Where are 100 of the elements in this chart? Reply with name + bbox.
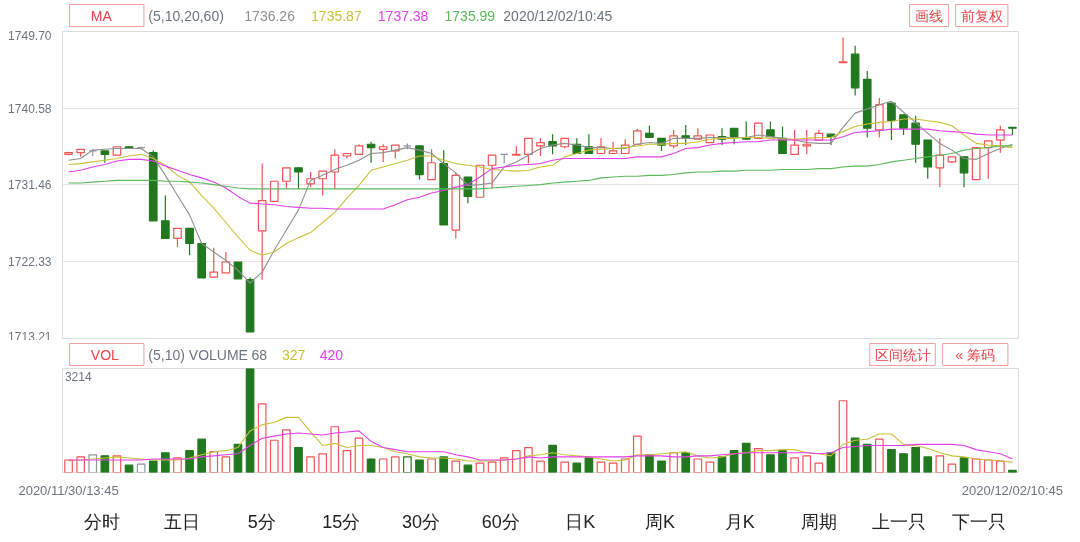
bar <box>427 458 436 473</box>
bar <box>887 449 896 473</box>
text: 月K <box>724 511 755 532</box>
bar <box>741 442 751 473</box>
bar <box>923 456 933 473</box>
text: 下一只 <box>951 511 1006 532</box>
bar <box>729 450 739 473</box>
bar <box>657 460 666 473</box>
text: 画线 <box>915 7 944 24</box>
bar <box>693 458 703 473</box>
bar <box>366 458 376 473</box>
bar <box>403 456 412 473</box>
bar <box>257 403 267 473</box>
text: 15分 <box>322 511 361 532</box>
x-tick-label: 2020/11/30/13:45 <box>18 482 119 498</box>
y-tick-label: 1713.21 <box>8 329 52 344</box>
line-series <box>68 100 1013 284</box>
legend-title: (5,10) VOLUME <box>148 346 248 363</box>
bar <box>378 458 388 473</box>
candlestick <box>887 102 896 141</box>
text: « 筹码 <box>955 346 995 363</box>
bar <box>390 456 400 473</box>
bar <box>608 462 618 473</box>
bar <box>802 455 812 473</box>
bar <box>136 463 146 473</box>
bar <box>64 459 73 473</box>
candlestick <box>185 227 194 256</box>
bar <box>475 462 485 473</box>
bar <box>790 457 799 473</box>
bar <box>463 464 473 473</box>
text: 1735.87 <box>311 7 362 24</box>
bar <box>753 447 763 473</box>
bar <box>148 460 158 473</box>
bar <box>899 453 908 473</box>
bar <box>282 429 291 473</box>
bar <box>632 435 642 473</box>
bar <box>269 439 279 473</box>
candlestick <box>294 167 303 190</box>
text: 上一只 <box>872 511 926 532</box>
text: 60分 <box>481 511 520 532</box>
bar <box>536 460 545 473</box>
bar <box>524 446 533 473</box>
text: 五日 <box>164 511 200 532</box>
bar <box>572 462 582 473</box>
series-label: 68 <box>251 346 268 363</box>
candlestick <box>802 129 812 155</box>
bar <box>862 443 872 473</box>
bar <box>330 426 340 473</box>
text: 5分 <box>247 511 276 532</box>
bar <box>911 446 920 473</box>
candlestick <box>911 115 920 164</box>
bar <box>197 438 207 473</box>
text: 区间统计 <box>874 346 931 363</box>
bar <box>306 456 315 473</box>
bar <box>318 453 328 473</box>
bar <box>935 455 945 473</box>
text: 周K <box>645 511 676 532</box>
text: 420 <box>319 346 344 363</box>
candlestick <box>427 148 436 181</box>
bar <box>874 438 884 473</box>
candlestick <box>608 141 618 155</box>
candlestick <box>681 124 691 146</box>
candlestick <box>282 167 291 190</box>
bar <box>814 462 824 473</box>
legend-title: (5,10,20,60) <box>148 7 224 24</box>
text: 2020/12/02/10:45 <box>503 7 613 24</box>
candlestick <box>790 129 799 155</box>
y-tick-label: 1722.33 <box>8 255 52 270</box>
candlestick <box>100 150 110 164</box>
bar <box>415 459 424 473</box>
bar <box>451 460 461 473</box>
text: 周期 <box>801 511 838 532</box>
candlestick <box>221 251 231 274</box>
bar <box>983 459 993 473</box>
candlestick <box>209 247 219 278</box>
bar <box>221 456 231 473</box>
bar <box>766 454 775 473</box>
bar <box>778 450 787 473</box>
text: 日K <box>565 511 596 532</box>
text: 1735.99 <box>444 7 496 24</box>
candlestick <box>935 137 945 188</box>
text: MA <box>90 7 113 24</box>
bar <box>511 450 521 473</box>
text: VOL <box>90 346 120 363</box>
candlestick <box>487 154 497 190</box>
text: 1737.38 <box>377 7 429 24</box>
bar <box>342 450 352 473</box>
candlestick <box>524 137 533 165</box>
bar <box>996 460 1005 473</box>
candlestick <box>330 148 340 190</box>
bar <box>294 446 303 473</box>
bar <box>971 458 981 473</box>
text: 1736.26 <box>244 7 296 24</box>
bar <box>596 461 606 473</box>
y-tick-label: 1749.70 <box>8 28 52 43</box>
y-tick-label: 1740.58 <box>8 101 52 116</box>
candlestick <box>161 194 170 240</box>
y-tick-label: 1731.46 <box>8 178 52 193</box>
text: 前复权 <box>960 7 1003 24</box>
text: 分时 <box>84 511 121 532</box>
